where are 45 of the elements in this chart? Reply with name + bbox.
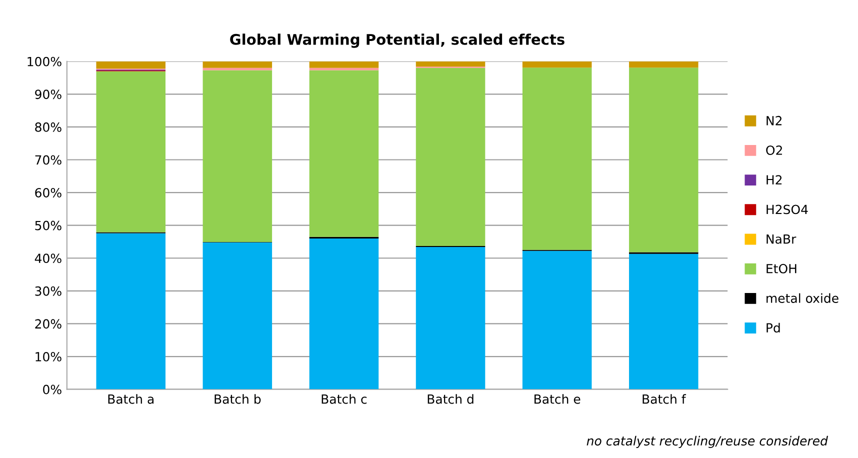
x-tick-label: Batch c bbox=[322, 394, 367, 404]
x-tick-label: Batch a bbox=[108, 394, 154, 404]
y-tick-label: 30% bbox=[35, 286, 62, 296]
legend-label: H2SO4 bbox=[766, 204, 808, 214]
y-tick-label: 20% bbox=[35, 319, 62, 329]
x-tick-label: Batch b bbox=[214, 394, 261, 404]
legend-label: metal oxide bbox=[766, 293, 838, 303]
bar bbox=[629, 68, 698, 252]
bar bbox=[309, 61, 379, 68]
bar bbox=[522, 250, 592, 390]
bar bbox=[96, 71, 166, 232]
legend-label: N2 bbox=[766, 116, 782, 126]
y-tick-label: 0% bbox=[43, 384, 62, 394]
bar bbox=[96, 233, 166, 390]
bar bbox=[522, 68, 592, 250]
bar bbox=[96, 61, 166, 69]
y-tick-label: 100% bbox=[28, 56, 62, 66]
chart-title: Global Warming Potential, scaled effects bbox=[230, 34, 564, 48]
bar bbox=[309, 70, 379, 237]
x-tick-label: Batch e bbox=[534, 394, 580, 404]
bar bbox=[416, 61, 486, 67]
legend-label: H2 bbox=[766, 175, 782, 184]
legend-label: NaBr bbox=[766, 234, 796, 244]
bar bbox=[202, 61, 272, 68]
bar bbox=[416, 246, 486, 390]
y-tick-label: 50% bbox=[35, 220, 62, 230]
bar bbox=[416, 68, 486, 246]
bar bbox=[629, 61, 698, 68]
x-tick-label: Batch d bbox=[428, 394, 474, 404]
bar bbox=[522, 61, 592, 68]
legend-label: EtOH bbox=[766, 264, 796, 274]
y-tick-label: 60% bbox=[35, 188, 62, 198]
y-tick-label: 70% bbox=[35, 155, 62, 165]
y-tick-label: 10% bbox=[36, 352, 62, 362]
bar bbox=[629, 254, 698, 390]
legend-label: O2 bbox=[766, 146, 782, 155]
y-tick-label: 80% bbox=[35, 122, 62, 132]
legend-label: Pd bbox=[766, 322, 780, 333]
bar bbox=[202, 242, 272, 390]
y-tick-label: 90% bbox=[35, 90, 62, 100]
x-tick-label: Batch f bbox=[642, 394, 686, 404]
text: no catalyst recycling/reuse considered bbox=[586, 436, 828, 448]
bar bbox=[202, 70, 272, 242]
bar bbox=[309, 238, 379, 390]
y-tick-label: 40% bbox=[34, 254, 62, 264]
